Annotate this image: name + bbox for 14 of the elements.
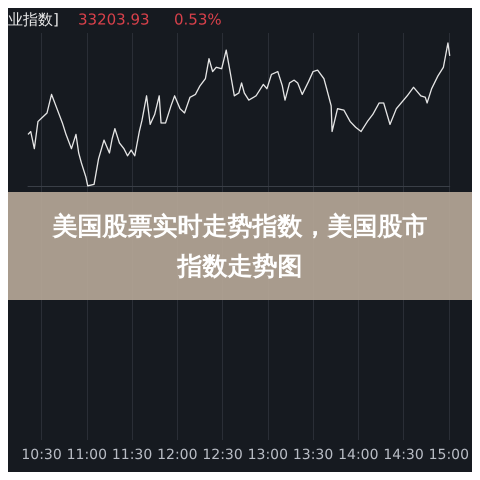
x-tick-label: 12:00 bbox=[157, 447, 198, 463]
x-tick-label: 13:00 bbox=[248, 447, 288, 463]
x-tick-label: 13:30 bbox=[292, 447, 334, 463]
x-tick-label: 14:00 bbox=[338, 447, 379, 463]
text: 33203.93 bbox=[78, 10, 150, 28]
x-tick-label: 11:00 bbox=[66, 447, 108, 463]
text: 0.53% bbox=[174, 10, 222, 28]
x-tick-label: 10:30 bbox=[21, 447, 62, 463]
x-tick-label: 12:30 bbox=[202, 447, 243, 463]
x-tick-label: 15:00 bbox=[428, 447, 470, 463]
text: 业指数] bbox=[8, 10, 59, 28]
text: 美国股票实时走势指数，美国股市指数走势图 bbox=[52, 212, 428, 280]
x-tick-label: 11:30 bbox=[112, 447, 152, 463]
x-tick-label: 14:30 bbox=[383, 447, 424, 463]
